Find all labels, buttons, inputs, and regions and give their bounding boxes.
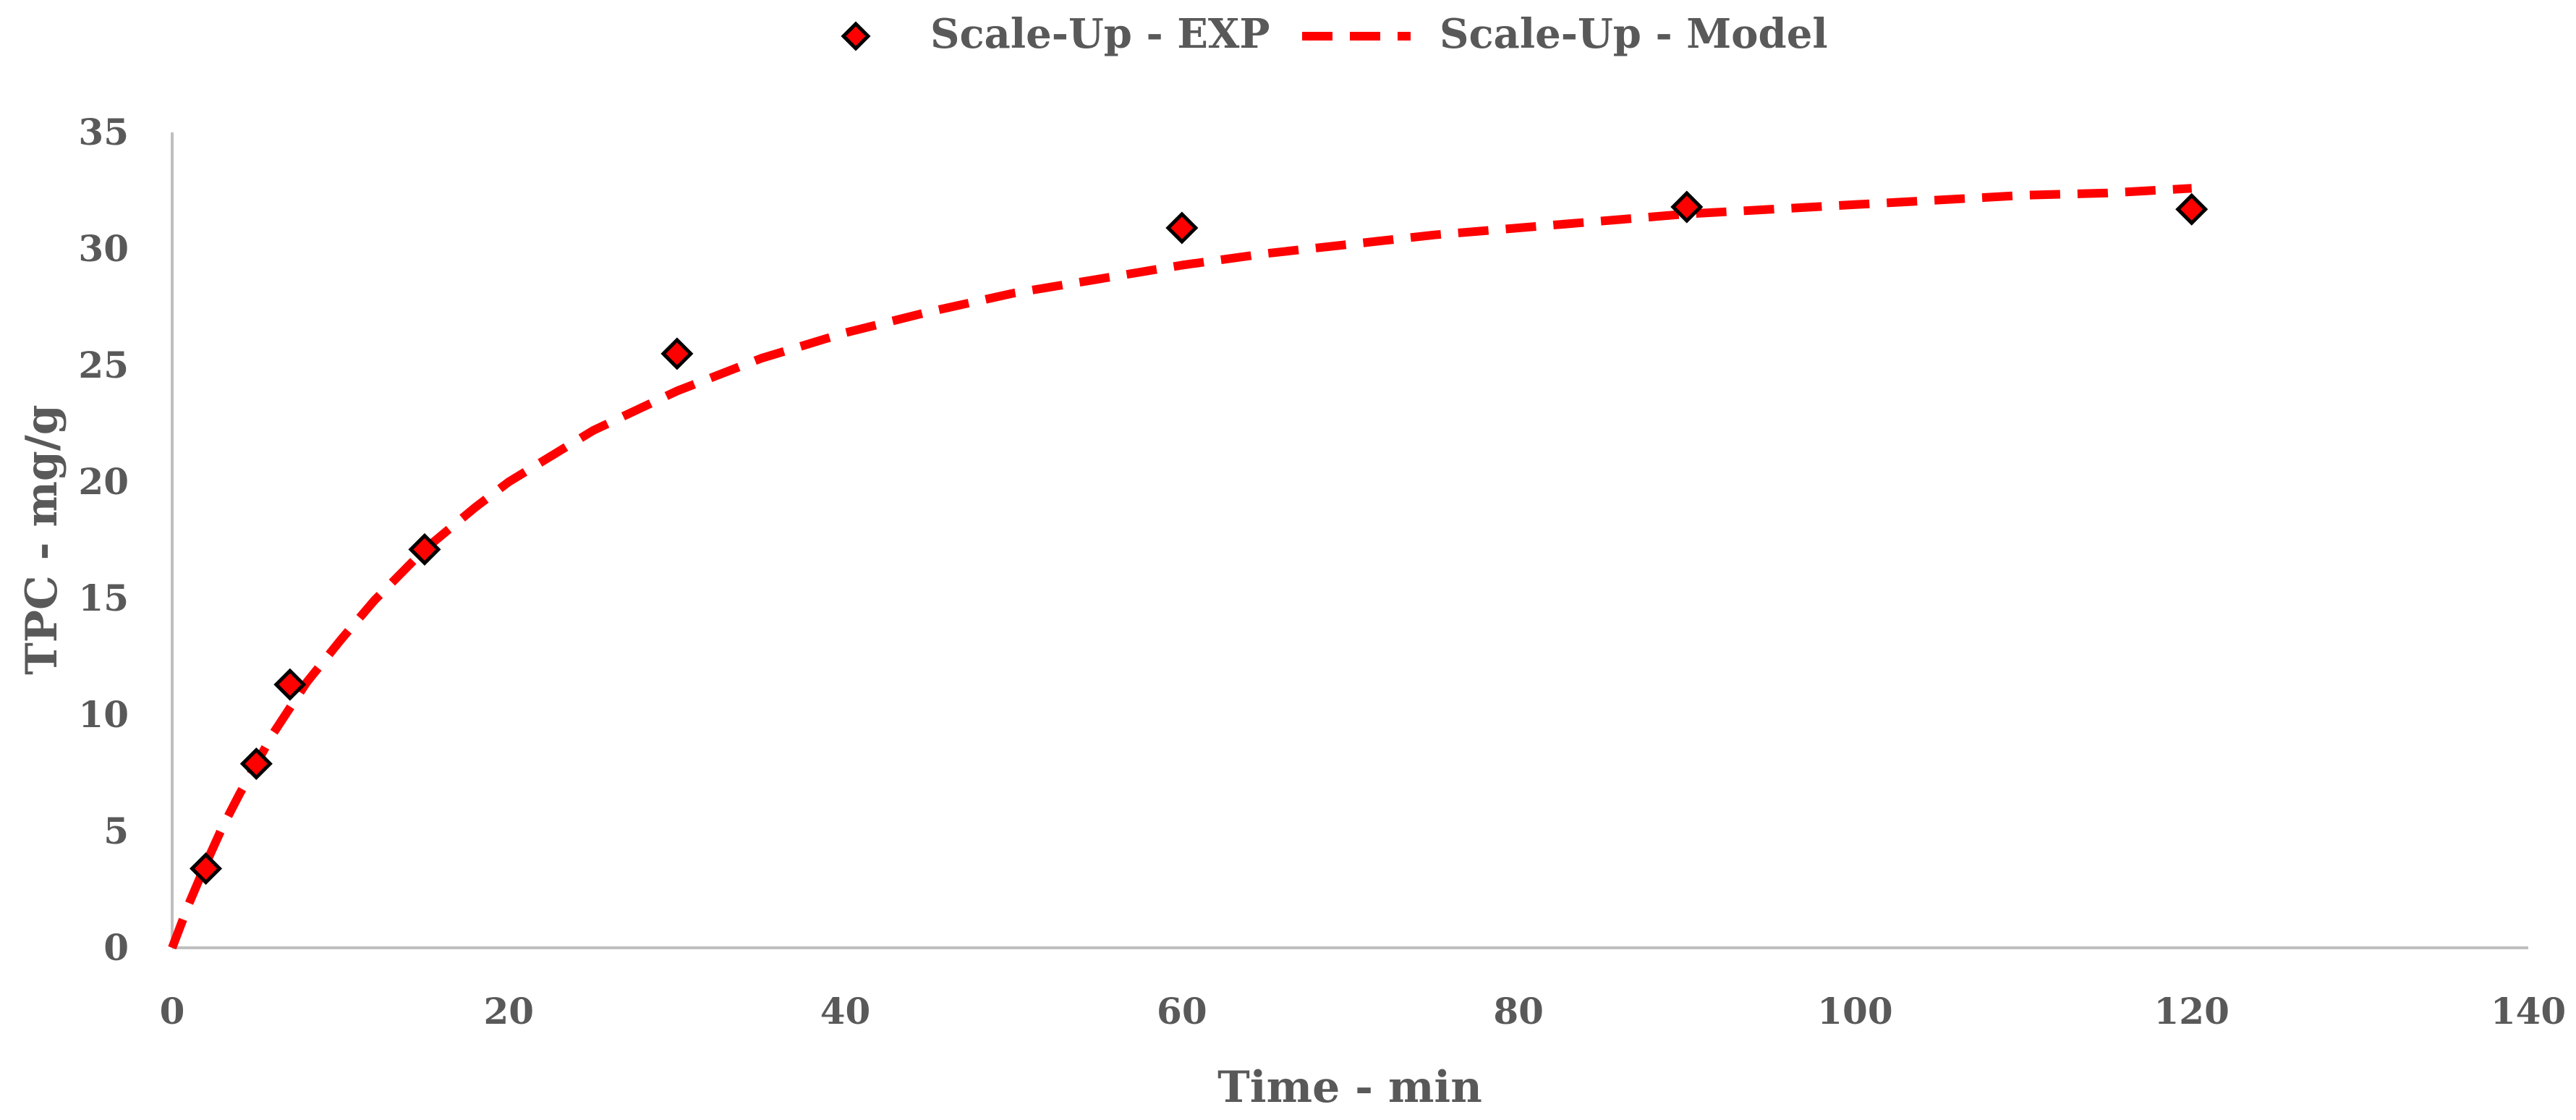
legend: Scale-Up - EXP Scale-Up - Model: [841, 10, 1828, 58]
legend-marker-exp: [841, 21, 871, 51]
exp-data-point: [273, 668, 307, 701]
x-tick-label: 100: [1817, 990, 1892, 1032]
y-tick-labels: 0 5 10 15 20 25 30 35: [78, 111, 129, 969]
y-tick-label: 0: [103, 926, 129, 969]
x-tick-label: 120: [2154, 990, 2229, 1032]
exp-data-point: [408, 533, 441, 566]
model-curve: [168, 184, 2193, 950]
exp-data-point: [660, 337, 694, 370]
exp-data-point: [189, 852, 223, 886]
exp-data-point: [1165, 211, 1199, 245]
y-tick-label: 20: [78, 460, 129, 503]
y-tick-label: 35: [78, 111, 129, 153]
exp-data-point: [1670, 190, 1704, 224]
series-exp: [189, 190, 2209, 886]
legend-label-exp: Scale-Up - EXP: [930, 10, 1270, 58]
x-tick-labels: 0 20 40 60 80 100 120 140: [160, 990, 2567, 1032]
x-tick-label: 40: [820, 990, 871, 1032]
y-tick-label: 30: [78, 227, 129, 270]
x-tick-label: 60: [1157, 990, 1207, 1032]
y-tick-label: 5: [103, 810, 129, 852]
x-axis-title: Time - min: [1217, 1062, 1482, 1113]
y-tick-label: 10: [78, 693, 129, 736]
y-tick-label: 15: [78, 577, 129, 619]
x-tick-label: 140: [2491, 990, 2566, 1032]
series-model: [168, 184, 2193, 950]
x-tick-label: 0: [160, 990, 185, 1032]
axes: [171, 132, 2528, 949]
y-tick-label: 25: [78, 344, 129, 386]
x-tick-label: 20: [483, 990, 534, 1032]
exp-data-point: [239, 747, 273, 781]
legend-label-model: Scale-Up - Model: [1440, 10, 1828, 58]
exp-data-point: [2175, 192, 2209, 226]
y-axis-title: TPC - mg/g: [17, 404, 67, 675]
x-tick-label: 80: [1493, 990, 1544, 1032]
